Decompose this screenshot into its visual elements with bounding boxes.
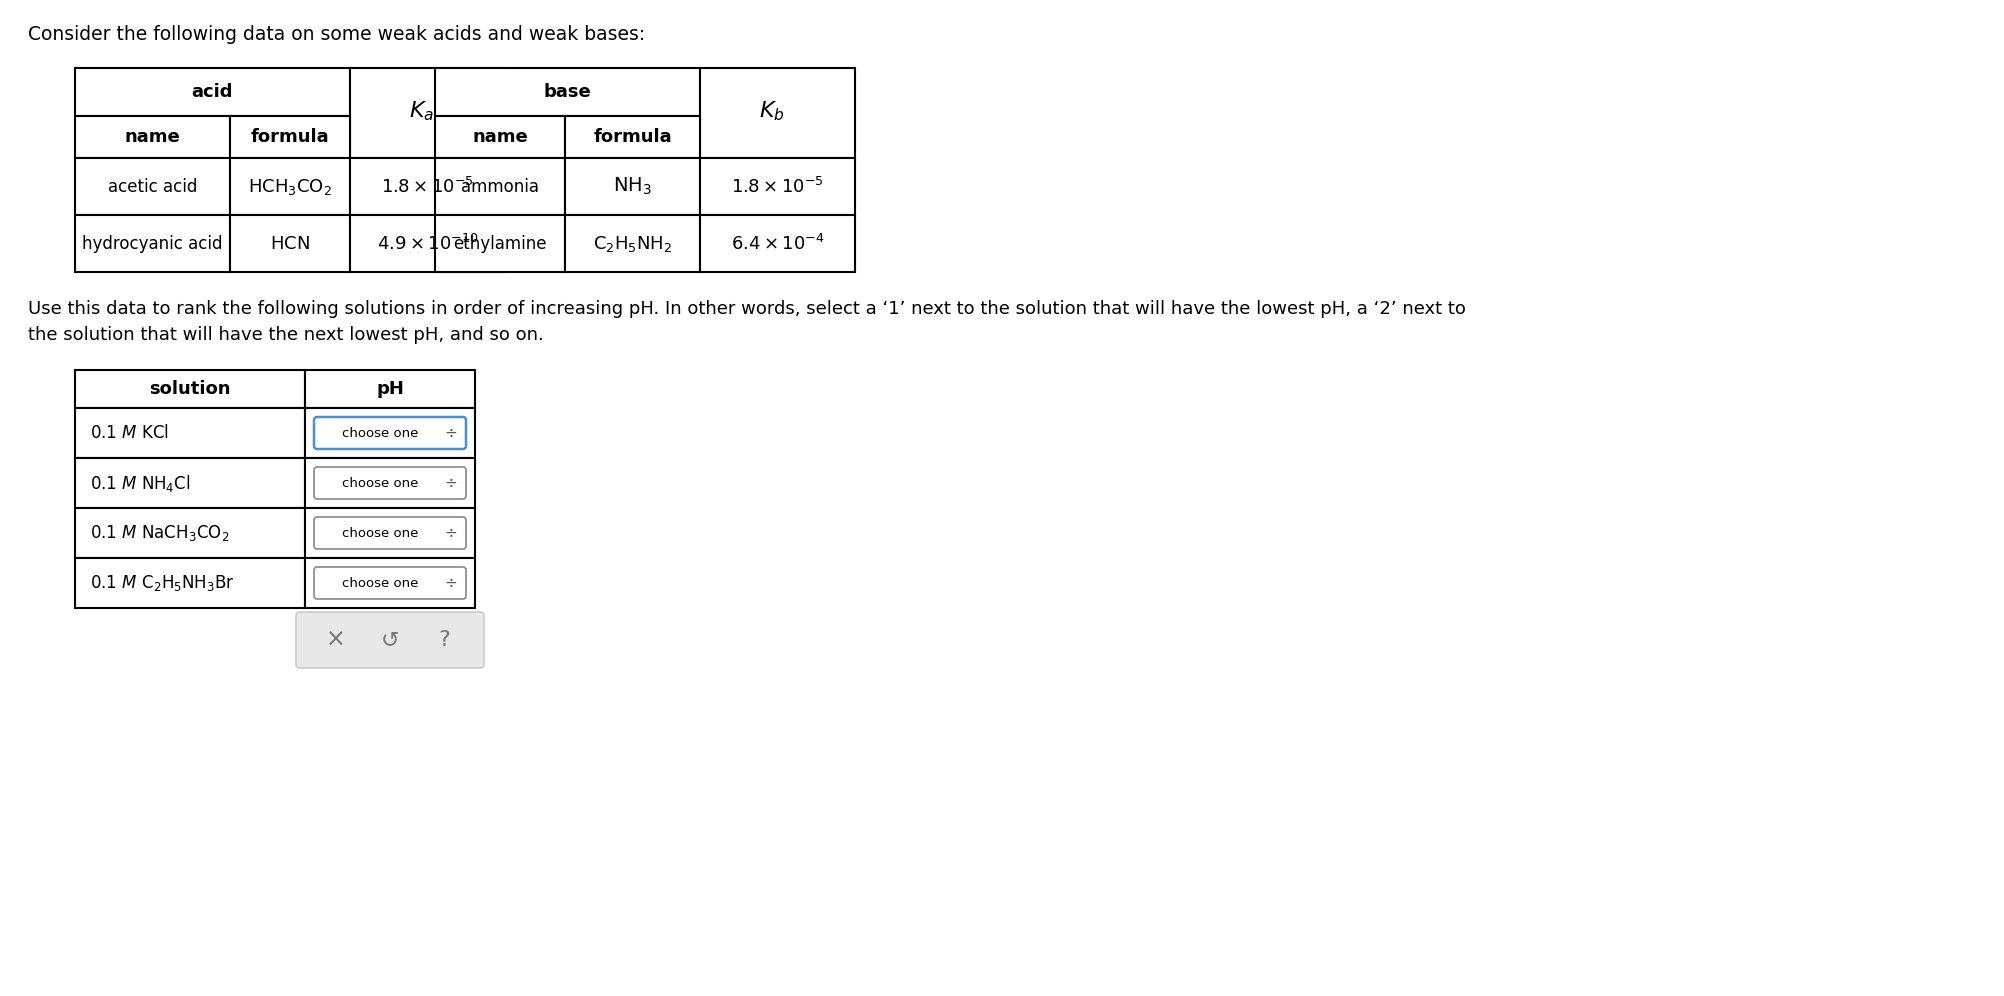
Bar (565, 158, 699, 215)
Text: $1.8 \times 10^{-5}$: $1.8 \times 10^{-5}$ (381, 176, 473, 196)
Bar (565, 215, 699, 272)
Bar (74, 68, 351, 116)
Text: choose one: choose one (343, 577, 419, 590)
Text: $\mathrm{NH_3}$: $\mathrm{NH_3}$ (613, 176, 651, 197)
Text: choose one: choose one (343, 426, 419, 439)
Text: 0.1 $\mathit{M}$ KCl: 0.1 $\mathit{M}$ KCl (90, 424, 168, 442)
Bar (305, 458, 475, 508)
Text: 0.1 $\mathit{M}$ NaCH$_3$CO$_2$: 0.1 $\mathit{M}$ NaCH$_3$CO$_2$ (90, 523, 228, 543)
FancyBboxPatch shape (315, 567, 467, 599)
Text: pH: pH (377, 380, 405, 398)
Text: choose one: choose one (343, 476, 419, 489)
Bar (351, 68, 505, 158)
Text: name: name (124, 128, 180, 146)
Bar (699, 158, 856, 215)
Text: $4.9 \times 10^{-10}$: $4.9 \times 10^{-10}$ (377, 233, 479, 254)
Bar (74, 408, 305, 458)
Text: $K_a$: $K_a$ (409, 100, 435, 123)
FancyBboxPatch shape (315, 517, 467, 549)
FancyBboxPatch shape (315, 467, 467, 499)
Text: $\mathrm{C_2H_5NH_2}$: $\mathrm{C_2H_5NH_2}$ (593, 233, 671, 254)
Text: formula: formula (250, 128, 329, 146)
Bar (699, 68, 856, 158)
Text: ?: ? (439, 630, 449, 650)
Bar (435, 68, 699, 116)
Bar (230, 116, 351, 158)
Bar (230, 215, 351, 272)
Bar (74, 158, 230, 215)
Bar (305, 408, 475, 458)
Text: $\mathrm{HCH_3CO_2}$: $\mathrm{HCH_3CO_2}$ (248, 176, 333, 196)
Text: $K_b$: $K_b$ (760, 100, 784, 123)
Bar (74, 558, 305, 608)
Bar (351, 215, 505, 272)
Text: 0.1 $\mathit{M}$ C$_2$H$_5$NH$_3$Br: 0.1 $\mathit{M}$ C$_2$H$_5$NH$_3$Br (90, 573, 234, 593)
Text: choose one: choose one (343, 527, 419, 540)
Text: ÷: ÷ (445, 425, 457, 440)
Text: name: name (473, 128, 527, 146)
Bar (435, 215, 565, 272)
Bar (74, 508, 305, 558)
Text: the solution that will have the next lowest pH, and so on.: the solution that will have the next low… (28, 326, 543, 344)
Bar (565, 116, 699, 158)
Text: Use this data to rank the following solutions in order of increasing pH. In othe: Use this data to rank the following solu… (28, 300, 1465, 318)
Text: ÷: ÷ (445, 576, 457, 591)
Bar (351, 158, 505, 215)
Bar (230, 158, 351, 215)
Bar (305, 558, 475, 608)
Text: ÷: ÷ (445, 475, 457, 490)
Bar (699, 215, 856, 272)
Text: acid: acid (192, 83, 232, 101)
Bar (74, 116, 230, 158)
Text: Consider the following data on some weak acids and weak bases:: Consider the following data on some weak… (28, 25, 645, 44)
Bar (435, 116, 565, 158)
Text: acetic acid: acetic acid (108, 177, 196, 195)
Bar (435, 158, 565, 215)
Text: 0.1 $\mathit{M}$ NH$_4$Cl: 0.1 $\mathit{M}$ NH$_4$Cl (90, 472, 190, 493)
Bar (305, 370, 475, 408)
Text: hydrocyanic acid: hydrocyanic acid (82, 234, 222, 253)
Bar (74, 215, 230, 272)
FancyBboxPatch shape (315, 417, 467, 449)
Bar (305, 508, 475, 558)
Text: $6.4 \times 10^{-4}$: $6.4 \times 10^{-4}$ (731, 233, 824, 254)
Text: base: base (543, 83, 591, 101)
Text: ethylamine: ethylamine (453, 234, 547, 253)
Text: ÷: ÷ (445, 526, 457, 541)
Text: ×: × (327, 628, 347, 652)
Bar (74, 458, 305, 508)
Text: solution: solution (148, 380, 230, 398)
Text: formula: formula (593, 128, 671, 146)
Text: ↺: ↺ (381, 630, 399, 650)
FancyBboxPatch shape (297, 612, 485, 668)
Text: ammonia: ammonia (461, 177, 539, 195)
Text: $\mathrm{HCN}$: $\mathrm{HCN}$ (271, 234, 311, 253)
Text: $1.8 \times 10^{-5}$: $1.8 \times 10^{-5}$ (731, 176, 824, 196)
Bar (74, 370, 305, 408)
